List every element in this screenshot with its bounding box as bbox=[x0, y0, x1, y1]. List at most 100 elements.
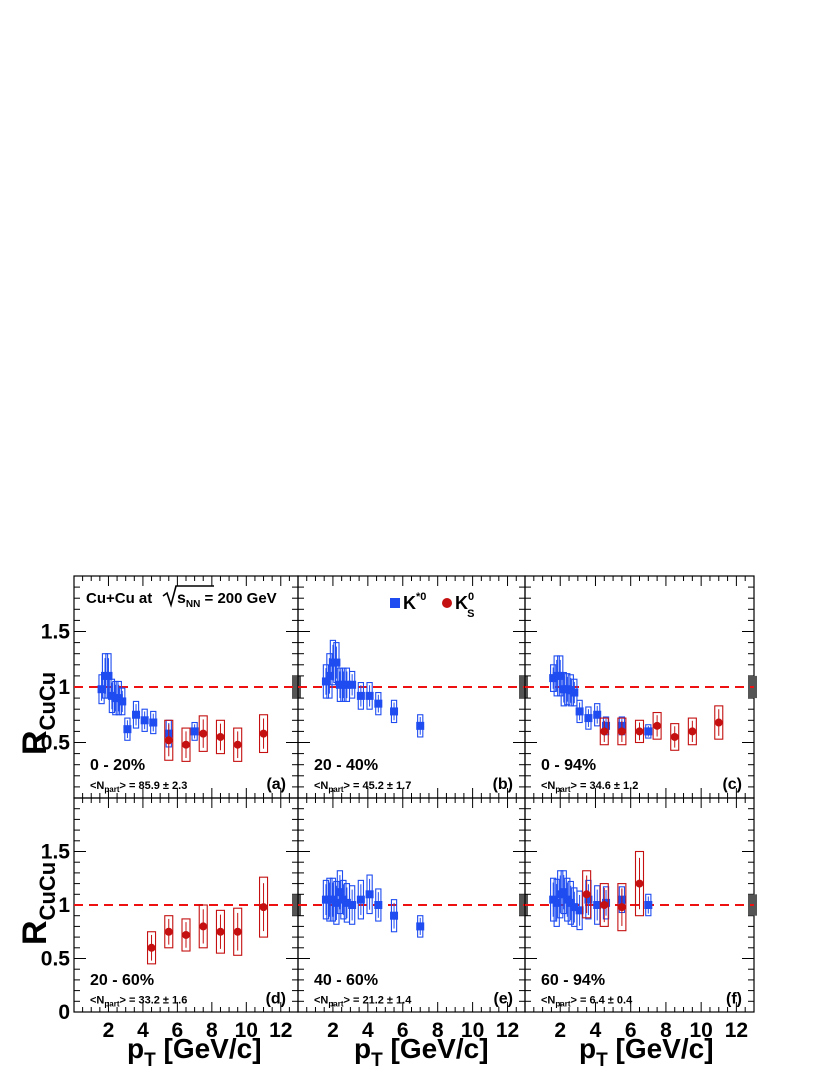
legend-k0s-marker bbox=[442, 598, 452, 608]
data-point-k0s bbox=[147, 943, 156, 952]
data-point-k0s bbox=[670, 732, 679, 741]
data-point-k0s bbox=[688, 727, 697, 736]
system-label-pre: Cu+Cu at bbox=[86, 590, 152, 607]
npart-label-value: > = 85.9 ± 2.3 bbox=[120, 780, 188, 792]
legend-kstar-sup: *0 bbox=[416, 591, 426, 603]
legend: K*0 K0 S bbox=[390, 591, 474, 620]
data-point-k0s bbox=[216, 732, 225, 741]
npart-label: <Npart> = 85.9 ± 2.3 bbox=[90, 780, 187, 794]
data-point-kstar bbox=[584, 714, 593, 723]
y-axis-title-bottom: RCuCu bbox=[16, 862, 60, 945]
series-k0s bbox=[582, 850, 645, 932]
panel-letter: (b) bbox=[493, 776, 513, 793]
x-axis-title-main: p bbox=[127, 1033, 144, 1064]
npart-label-pre: <N bbox=[90, 780, 104, 792]
legend-kstar-label: K bbox=[403, 593, 416, 613]
centrality-label: 0 - 20% bbox=[90, 757, 145, 774]
y-tick-label: 1 bbox=[58, 676, 70, 699]
x-tick-label: 6 bbox=[397, 1019, 409, 1042]
data-point-kstar bbox=[552, 898, 561, 907]
data-point-kstar bbox=[342, 898, 351, 907]
npart-label-sub: part bbox=[104, 785, 119, 794]
data-point-kstar bbox=[602, 721, 611, 730]
y-axis-title-sub: CuCu bbox=[35, 862, 60, 921]
data-point-kstar bbox=[356, 691, 365, 700]
data-point-kstar bbox=[348, 901, 357, 909]
system-label-s: s bbox=[177, 590, 186, 607]
data-point-k0s bbox=[259, 729, 268, 738]
x-axis-title-sub: T bbox=[371, 1050, 383, 1071]
data-point-kstar bbox=[356, 895, 365, 904]
data-point-kstar bbox=[97, 685, 106, 694]
svg-text:Cu+Cu at: Cu+Cu at bbox=[86, 590, 152, 607]
data-point-kstar bbox=[416, 721, 425, 730]
data-point-k0s bbox=[233, 740, 242, 749]
data-point-k0s bbox=[635, 727, 644, 736]
data-point-k0s bbox=[164, 736, 173, 745]
npart-label-pre: <N bbox=[90, 994, 104, 1006]
npart-label: <Npart> = 6.4 ± 0.4 bbox=[541, 994, 633, 1008]
panel-letter: (e) bbox=[493, 990, 513, 1007]
panel-letter: (a) bbox=[266, 776, 286, 793]
data-point-k0s bbox=[182, 930, 190, 939]
npart-label-sub: part bbox=[328, 785, 343, 794]
series-kstar bbox=[321, 870, 425, 938]
data-point-k0s bbox=[199, 729, 208, 738]
y-tick-label: 0.5 bbox=[41, 948, 71, 971]
data-point-k0s bbox=[164, 927, 173, 936]
y-axis-title-top: RCuCu bbox=[16, 672, 60, 755]
centrality-label: 20 - 60% bbox=[90, 972, 154, 989]
panel-f: 2 4 6 8 10 12 60 - 94% <Npart> = 6.4 ± 0.4 (f) bbox=[524, 797, 757, 1042]
data-point-kstar bbox=[335, 888, 344, 897]
x-axis-title-unit: [GeV/c] bbox=[608, 1033, 714, 1064]
npart-label-value: > = 6.4 ± 0.4 bbox=[571, 994, 634, 1006]
data-point-k0s bbox=[617, 727, 626, 736]
data-point-kstar bbox=[644, 727, 653, 736]
y-tick-label: 1 bbox=[58, 894, 70, 917]
data-point-k0s bbox=[233, 927, 242, 936]
npart-label-value: > = 21.2 ± 1.4 bbox=[344, 994, 413, 1006]
npart-label-value: > = 34.6 ± 1.2 bbox=[571, 780, 639, 792]
x-tick-label: 8 bbox=[660, 1019, 672, 1042]
y-tick-label: 1.5 bbox=[41, 841, 71, 864]
data-point-kstar bbox=[190, 727, 199, 736]
x-axis-title-left: pT [GeV/c] bbox=[127, 1033, 262, 1071]
panels-group: 0.511.50 - 20%<Npart> = 85.9 ± 2.3 (a)20 … bbox=[41, 575, 757, 1042]
x-tick-label: 10 bbox=[689, 1019, 712, 1042]
series-k0s bbox=[146, 876, 269, 965]
data-point-kstar bbox=[149, 718, 158, 727]
y-tick-label: 0 bbox=[58, 1001, 70, 1024]
npart-label-pre: <N bbox=[314, 994, 328, 1006]
panel-letter: (f) bbox=[726, 990, 742, 1007]
data-point-kstar bbox=[644, 901, 653, 909]
panel-c: 0 - 94% <Npart> = 34.6 ± 1.2 (c) bbox=[524, 575, 757, 799]
data-point-kstar bbox=[325, 671, 334, 680]
normalization-box bbox=[292, 675, 301, 699]
data-point-kstar bbox=[104, 671, 113, 680]
data-point-kstar bbox=[342, 680, 351, 689]
x-tick-label: 4 bbox=[137, 1019, 149, 1042]
data-point-k0s bbox=[216, 927, 225, 936]
data-point-kstar bbox=[123, 725, 132, 734]
npart-label-pre: <N bbox=[314, 780, 328, 792]
data-point-k0s bbox=[582, 890, 591, 899]
data-point-kstar bbox=[348, 680, 357, 689]
system-label-post: = 200 GeV bbox=[200, 590, 276, 607]
x-tick-label: 8 bbox=[432, 1019, 444, 1042]
x-axis-title-middle: pT [GeV/c] bbox=[354, 1033, 489, 1071]
npart-label-sub: part bbox=[555, 785, 570, 794]
data-point-kstar bbox=[374, 699, 383, 708]
data-point-k0s bbox=[259, 903, 268, 912]
panel-letter: (c) bbox=[722, 776, 742, 793]
npart-label-sub: part bbox=[328, 999, 343, 1008]
x-tick-label: 6 bbox=[625, 1019, 637, 1042]
data-point-kstar bbox=[570, 903, 579, 912]
x-axis-title-right: pT [GeV/c] bbox=[579, 1033, 714, 1071]
data-point-kstar bbox=[374, 901, 383, 909]
x-tick-label: 12 bbox=[725, 1019, 748, 1042]
data-point-kstar bbox=[556, 671, 565, 680]
series-k0s bbox=[164, 714, 269, 762]
y-tick-label: 0.5 bbox=[41, 732, 71, 755]
x-axis-title-sub: T bbox=[596, 1050, 608, 1071]
